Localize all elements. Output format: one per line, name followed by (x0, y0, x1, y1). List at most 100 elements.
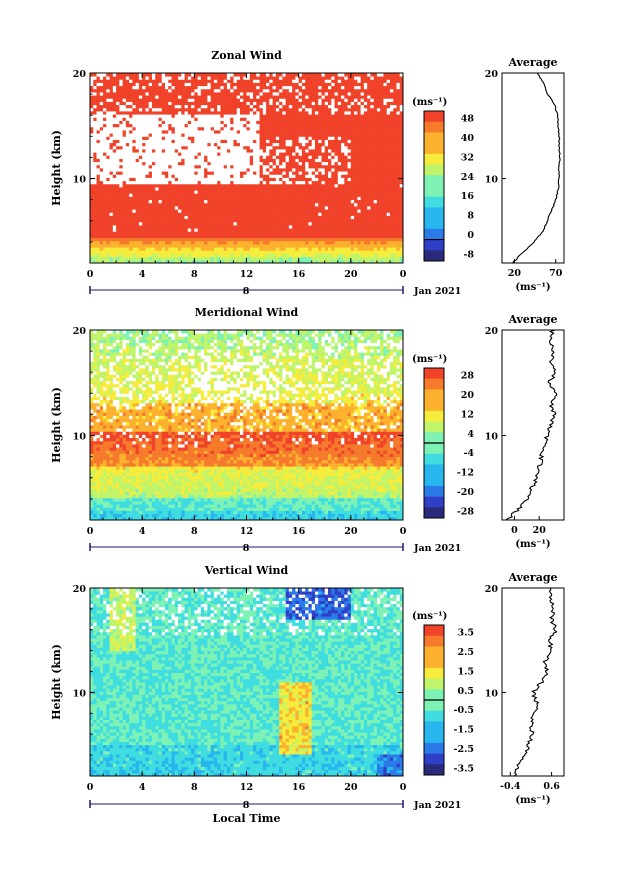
heatmap-cell (129, 259, 133, 263)
heatmap-cell (197, 142, 202, 147)
heatmap-cell (305, 104, 309, 109)
heatmap-cell (233, 164, 238, 169)
heatmap-cell (380, 218, 384, 223)
heatmap-cell (96, 145, 101, 150)
heatmap-cell (187, 199, 192, 204)
heatmap-cell (253, 101, 257, 106)
heatmap-cell (243, 155, 247, 159)
heatmap-cell (279, 212, 283, 216)
heatmap-cell (331, 190, 335, 194)
heatmap-cell (90, 114, 94, 118)
heatmap-cell (282, 193, 287, 197)
heatmap-cell (334, 171, 339, 175)
heatmap-cell (239, 111, 244, 115)
heatmap-cell (151, 177, 156, 182)
heatmap-cell (122, 247, 127, 251)
heatmap-cell (354, 164, 358, 169)
heatmap-cell (399, 149, 403, 153)
heatmap-cell (103, 218, 107, 223)
heatmap-cell (354, 174, 358, 178)
heatmap-cell (142, 250, 146, 254)
heatmap-cell (187, 139, 192, 144)
heatmap-cell (122, 158, 127, 163)
heatmap-cell (236, 187, 241, 191)
heatmap-cell (161, 104, 166, 109)
heatmap-cell (178, 126, 182, 131)
heatmap-cell (308, 240, 313, 245)
heatmap-cell (109, 126, 114, 131)
heatmap-cell (230, 225, 234, 229)
heatmap-cell (194, 209, 198, 213)
heatmap-cell (370, 183, 375, 188)
heatmap-cell (142, 209, 146, 213)
heatmap-cell (259, 193, 264, 197)
heatmap-cell (125, 155, 130, 159)
heatmap-cell (256, 152, 260, 156)
heatmap-cell (161, 218, 166, 223)
heatmap-cell (116, 199, 120, 204)
heatmap-cell (243, 221, 247, 226)
heatmap-cell (314, 117, 319, 121)
heatmap-cell (217, 149, 221, 153)
heatmap-cell (253, 218, 257, 223)
heatmap-cell (311, 130, 316, 134)
heatmap-cell (383, 149, 388, 153)
heatmap-cell (181, 225, 185, 229)
heatmap-cell (334, 168, 339, 172)
heatmap-cell (233, 155, 238, 159)
heatmap-cell (142, 206, 146, 210)
heatmap-cell (178, 212, 182, 216)
heatmap-cell (380, 164, 384, 169)
heatmap-cell (243, 225, 247, 229)
heatmap-cell (161, 149, 166, 153)
heatmap-cell (376, 133, 381, 137)
heatmap-cell (363, 133, 368, 137)
heatmap-cell (125, 123, 130, 128)
heatmap-cell (239, 218, 244, 223)
heatmap-cell (285, 120, 290, 125)
heatmap-cell (200, 136, 205, 140)
heatmap-cell (116, 101, 120, 106)
heatmap-cell (259, 196, 264, 201)
heatmap-cell (142, 174, 146, 178)
heatmap-cell (311, 180, 316, 185)
heatmap-cell (262, 225, 267, 229)
heatmap-cell (122, 187, 127, 191)
heatmap-cell (393, 240, 397, 245)
heatmap-cell (383, 117, 388, 121)
heatmap-cell (347, 228, 352, 232)
heatmap-cell (341, 190, 345, 194)
heatmap-cell (151, 149, 156, 153)
heatmap-cell (256, 250, 260, 254)
heatmap-cell (184, 193, 189, 197)
heatmap-cell (200, 244, 205, 248)
heatmap-cell (194, 130, 198, 134)
heatmap-cell (96, 190, 101, 194)
heatmap-cell (226, 193, 231, 197)
heatmap-cell (138, 244, 143, 248)
heatmap-cell (370, 247, 375, 251)
heatmap-cell (99, 247, 104, 251)
heatmap-cell (249, 244, 254, 248)
heatmap-cell (282, 130, 287, 134)
heatmap-cell (200, 202, 205, 207)
heatmap-cell (194, 221, 198, 226)
heatmap-cell (328, 107, 332, 112)
heatmap-cell (396, 136, 401, 140)
heatmap-cell (178, 161, 182, 166)
heatmap-cell (305, 107, 309, 112)
heatmap-cell (373, 199, 378, 204)
heatmap-cell (138, 228, 143, 232)
heatmap-cell (93, 155, 97, 159)
heatmap-cell (138, 190, 143, 194)
heatmap-cell (383, 234, 388, 239)
heatmap-cell (103, 206, 107, 210)
heatmap-cell (259, 164, 264, 169)
heatmap-cell (243, 168, 247, 172)
heatmap-cell (367, 187, 371, 191)
heatmap-cell (174, 123, 179, 128)
heatmap-cell (266, 180, 270, 185)
heatmap-cell (292, 209, 296, 213)
heatmap-cell (174, 130, 179, 134)
heatmap-cell (282, 136, 287, 140)
